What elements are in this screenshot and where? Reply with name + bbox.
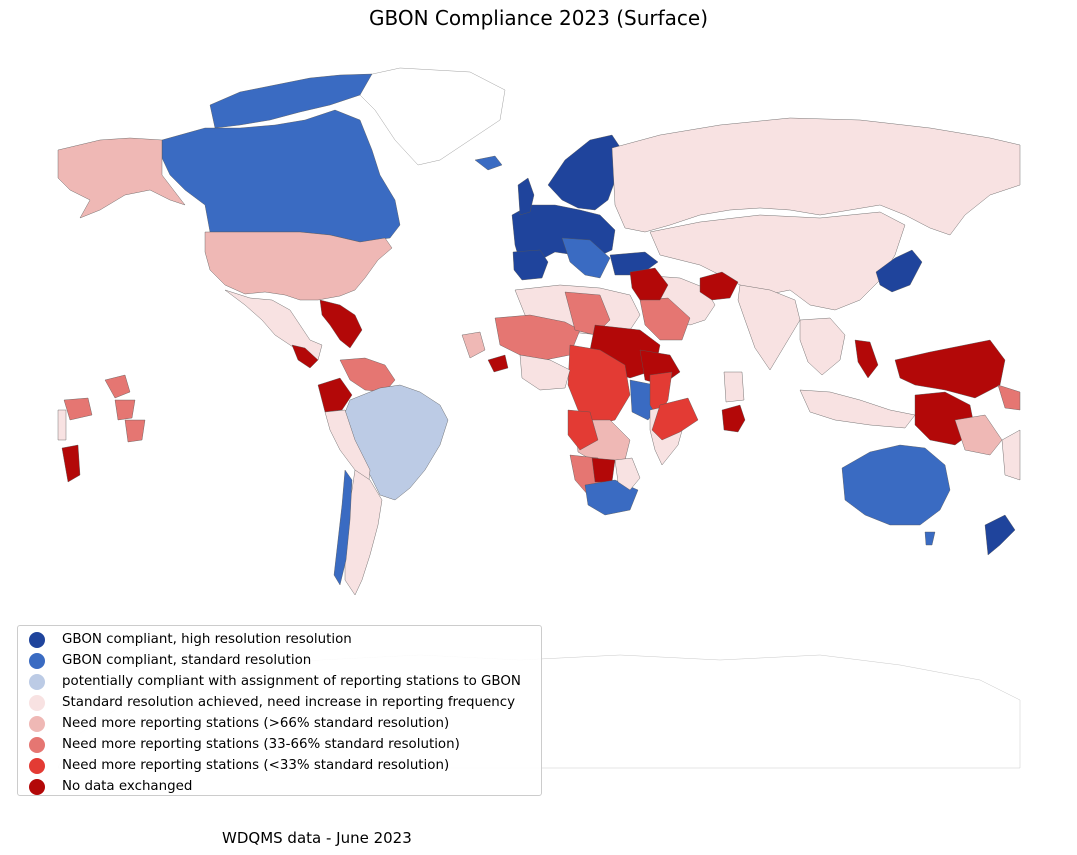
pacific-left-red — [61, 444, 81, 483]
pacific-left-3 — [124, 419, 146, 443]
alaska — [57, 137, 186, 219]
scandinavia — [547, 134, 623, 211]
legend-item: Standard resolution achieved, need incre… — [18, 692, 541, 713]
venezuela — [339, 357, 396, 393]
atlantic-island — [461, 331, 486, 359]
legend-label: potentially compliant with assignment of… — [62, 674, 521, 689]
legend-label: No data exchanged — [62, 779, 193, 794]
pacific-left-2 — [114, 399, 136, 421]
new-zealand — [984, 514, 1016, 556]
legend-swatch — [29, 652, 45, 669]
saudi-arabia — [639, 297, 691, 341]
indonesia — [799, 389, 916, 429]
legend-item: Need more reporting stations (<33% stand… — [18, 755, 541, 776]
greenland — [344, 67, 506, 166]
canada — [161, 109, 401, 243]
pacific-islands-pink — [954, 414, 1003, 456]
southeast-asia — [799, 317, 846, 376]
colombia — [317, 377, 353, 413]
indian-ocean-island-pink — [723, 371, 745, 403]
tasmania — [924, 531, 936, 546]
russia — [611, 117, 1021, 236]
zimbabwe — [591, 457, 616, 483]
iceland — [474, 155, 503, 171]
south-africa — [584, 479, 639, 516]
pacific-left-1 — [104, 374, 131, 399]
pacific-left-4 — [63, 397, 93, 421]
legend-swatch — [29, 736, 45, 753]
philippines — [854, 339, 879, 379]
legend-label: GBON compliant, high resolution resoluti… — [62, 632, 352, 647]
pacific-left-pink — [57, 409, 67, 441]
india — [737, 284, 801, 371]
source-caption: WDQMS data - June 2023 — [222, 829, 412, 847]
angola — [567, 409, 599, 451]
iberia — [512, 249, 549, 281]
new-guinea-east — [894, 339, 1006, 399]
legend-label: Need more reporting stations (>66% stand… — [62, 716, 450, 731]
legend-swatch — [29, 673, 45, 690]
china-central-asia — [649, 211, 906, 311]
west-africa-red — [487, 354, 509, 373]
mozambique — [614, 457, 641, 491]
iran-region — [629, 267, 669, 301]
legend-label: Standard resolution achieved, need incre… — [62, 695, 515, 710]
usa — [204, 231, 393, 301]
legend-item: Need more reporting stations (>66% stand… — [18, 713, 541, 734]
chile-strip — [333, 469, 353, 586]
legend-item: Need more reporting stations (33-66% sta… — [18, 734, 541, 755]
pacific-right-pink — [997, 384, 1021, 411]
legend-swatch — [29, 757, 45, 774]
legend: GBON compliant, high resolution resoluti… — [17, 625, 542, 796]
canada-arctic-islands — [209, 73, 373, 129]
indian-ocean-island — [721, 404, 746, 433]
cuba-region — [319, 299, 363, 349]
uk — [517, 177, 535, 216]
legend-label: GBON compliant, standard resolution — [62, 653, 312, 668]
pacific-east-strip — [1001, 429, 1021, 481]
legend-item: GBON compliant, high resolution resoluti… — [18, 629, 541, 650]
legend-item: GBON compliant, standard resolution — [18, 650, 541, 671]
central-am-red — [291, 344, 319, 369]
legend-swatch — [29, 694, 45, 711]
legend-label: Need more reporting stations (<33% stand… — [62, 758, 450, 773]
italy-balkans — [561, 237, 611, 279]
legend-item: potentially compliant with assignment of… — [18, 671, 541, 692]
legend-swatch — [29, 715, 45, 732]
legend-label: Need more reporting stations (33-66% sta… — [62, 737, 460, 752]
map-title: GBON Compliance 2023 (Surface) — [368, 6, 709, 30]
afghanistan — [699, 271, 739, 301]
mexico — [224, 289, 323, 361]
central-africa — [567, 344, 631, 426]
legend-swatch — [29, 631, 45, 648]
west-africa-coast — [519, 354, 571, 391]
japan — [875, 249, 923, 293]
australia — [841, 444, 951, 526]
legend-swatch — [29, 778, 45, 795]
madagascar-red — [651, 397, 699, 441]
legend-item: No data exchanged — [18, 776, 541, 797]
